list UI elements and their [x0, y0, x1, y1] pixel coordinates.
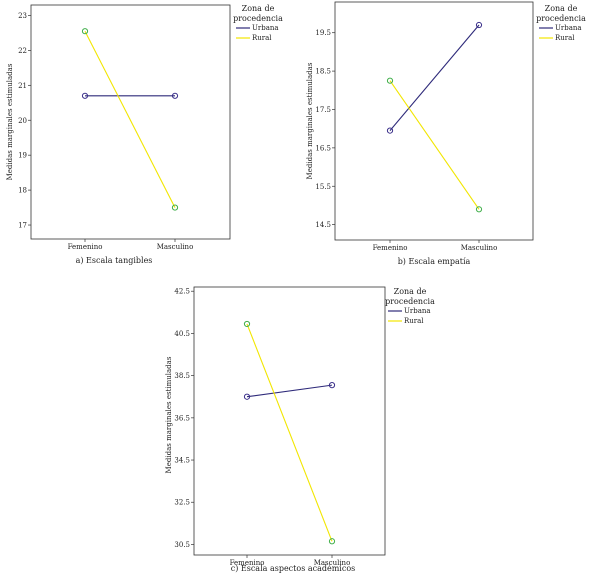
plot-frame [30, 4, 231, 240]
plot-frame [193, 286, 386, 556]
legend-item-urbana: Urbana [252, 24, 279, 32]
y-tick-label: 38.5 [174, 372, 190, 380]
series-line-rural [84, 30, 176, 208]
chart-caption: a) Escala tangibles [76, 256, 153, 265]
y-tick-label: 15.5 [315, 183, 331, 191]
x-tick-label: Femenino [68, 243, 103, 251]
x-tick-label: Femenino [373, 244, 408, 252]
data-point-urbana [328, 382, 336, 389]
y-axis-label: Medidas marginales estimuladas [165, 356, 173, 473]
y-tick-label: 19 [18, 152, 27, 160]
chart-caption: c) Escala aspectos académicos [231, 564, 356, 573]
series-line-rural [246, 323, 333, 542]
legend-title: Zona de [242, 4, 275, 13]
legend-title: Zona de [394, 287, 427, 296]
x-tick-label: Masculino [314, 559, 351, 567]
legend-title: procedencia [385, 297, 435, 306]
data-point-rural [475, 206, 483, 213]
legend-title: Zona de [545, 4, 578, 13]
plot-frame [334, 1, 534, 241]
data-point-urbana [81, 92, 89, 99]
legend-item-rural: Rural [555, 34, 575, 42]
y-tick-label: 23 [18, 12, 27, 20]
y-axis-label: Medidas marginales estimuladas [6, 63, 14, 180]
series-line-urbana [389, 24, 480, 131]
legend-item-urbana: Urbana [555, 24, 582, 32]
data-point-rural [328, 538, 336, 545]
y-tick-label: 32.5 [174, 499, 190, 507]
y-tick-label: 40.5 [174, 330, 190, 338]
data-point-rural [386, 77, 394, 84]
legend-title: procedencia [536, 14, 586, 23]
y-tick-label: 21 [18, 82, 27, 90]
data-point-urbana [386, 127, 394, 134]
x-tick-label: Femenino [230, 559, 265, 567]
series-line-urbana [246, 384, 333, 398]
data-point-rural [243, 320, 251, 328]
y-tick-label: 20 [18, 117, 27, 125]
data-point-urbana [171, 92, 179, 99]
data-point-urbana [475, 21, 483, 29]
legend-title: procedencia [233, 14, 283, 23]
series-line-rural [389, 80, 480, 210]
y-tick-label: 14.5 [315, 221, 331, 229]
x-tick-label: Masculino [157, 243, 194, 251]
y-tick-label: 18.5 [315, 68, 331, 76]
y-tick-label: 34.5 [174, 457, 190, 465]
chart-panel-1: 17 18 19 20 21 22 23 Femenino Masculino Medidas m… [6, 4, 231, 265]
y-tick-label: 36.5 [174, 414, 190, 422]
data-point-rural [81, 28, 89, 35]
data-point-urbana [243, 393, 251, 400]
legend-item-urbana: Urbana [404, 307, 431, 315]
chart-panel-3: 30.5 32.5 34.5 36.5 38.5 40.5 42.5 Femenino Masc… [165, 286, 386, 573]
x-tick-label: Masculino [461, 244, 498, 252]
chart-caption: b) Escala empatía [398, 257, 471, 266]
y-tick-label: 42.5 [174, 288, 190, 296]
data-point-rural [171, 204, 179, 211]
y-tick-label: 17 [18, 222, 27, 230]
y-tick-label: 30.5 [174, 541, 190, 549]
y-tick-label: 17.5 [315, 106, 331, 114]
y-tick-label: 19.5 [315, 29, 331, 37]
y-axis-label: Medidas marginales estimuladas [306, 62, 314, 179]
legend-item-rural: Rural [404, 317, 424, 325]
chart-panel-2: 14.5 15.5 16.5 17.5 18.5 19.5 Femenino Masculin… [306, 1, 534, 266]
legend-item-rural: Rural [252, 34, 272, 42]
y-tick-label: 22 [18, 47, 27, 55]
y-tick-label: 18 [18, 187, 27, 195]
y-tick-label: 16.5 [315, 144, 331, 152]
